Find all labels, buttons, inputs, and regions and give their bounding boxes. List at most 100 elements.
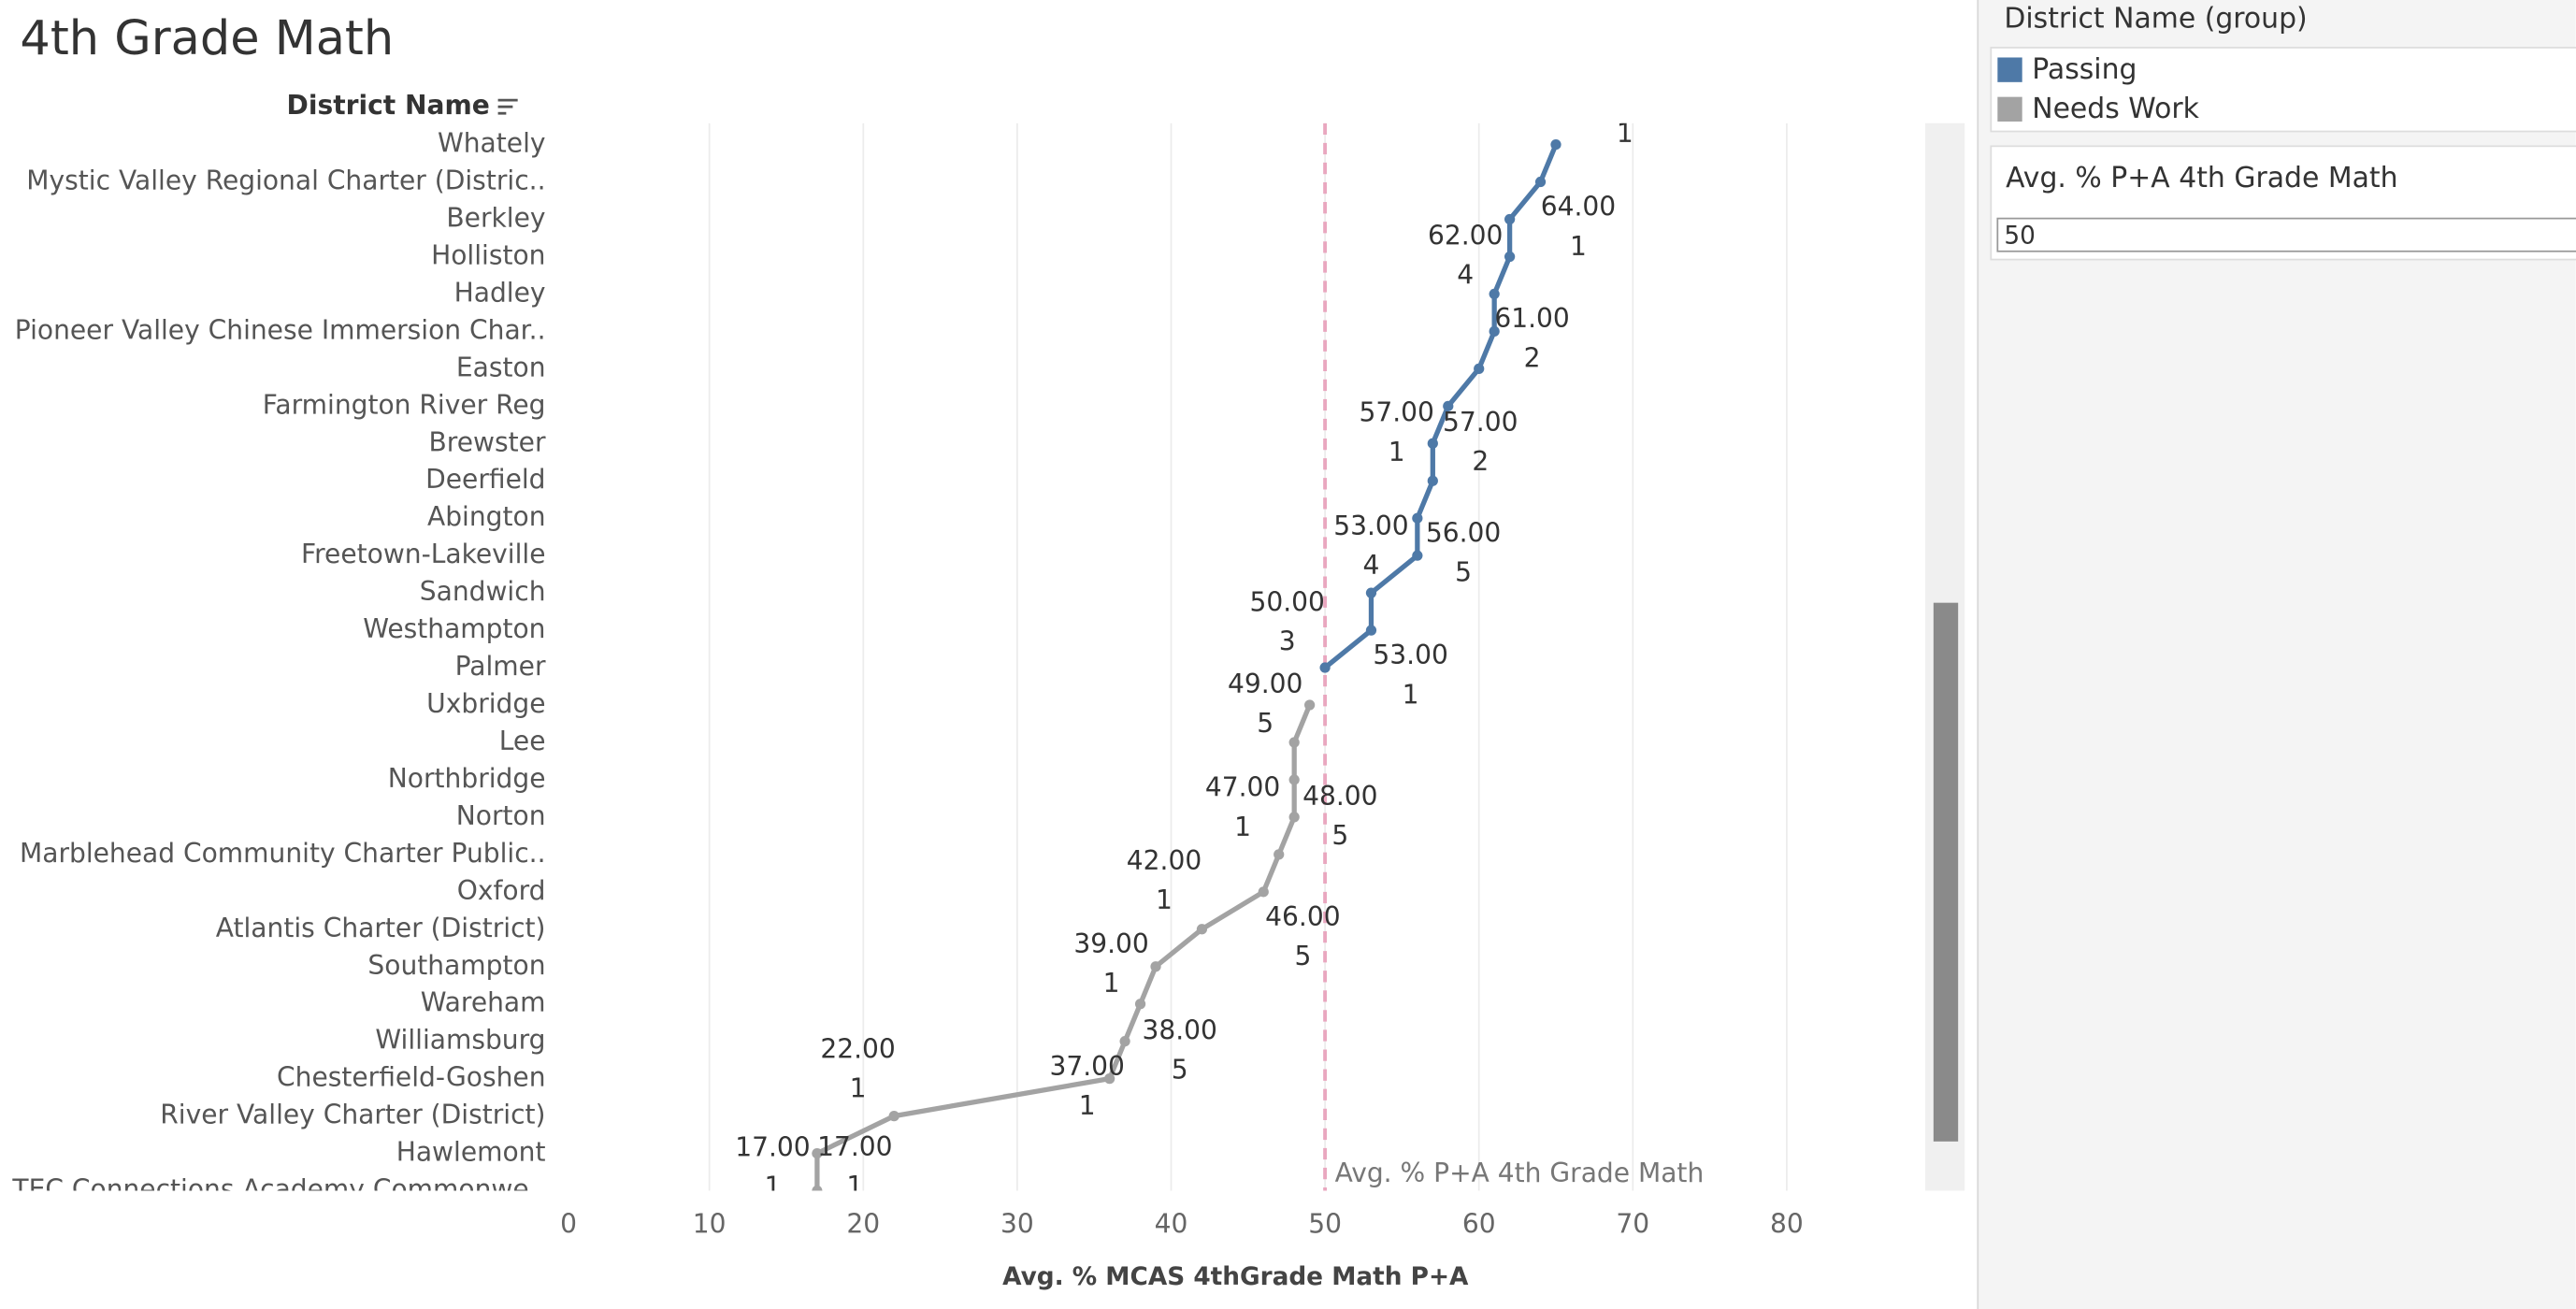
category-label: Atlantis Charter (District) <box>216 913 546 943</box>
count-label: 1 <box>850 1072 867 1103</box>
x-tick-label: 0 <box>560 1208 577 1239</box>
point <box>1274 849 1285 860</box>
value-label: 38.00 <box>1143 1015 1217 1046</box>
point <box>1504 213 1516 225</box>
point <box>1134 999 1146 1010</box>
x-axis: 0 10 20 30 40 50 60 70 80 <box>560 1208 1804 1239</box>
category-label: Freetown-Lakeville <box>301 539 546 569</box>
point <box>1196 924 1208 935</box>
point <box>1412 550 1423 561</box>
canvas <box>0 0 1978 1309</box>
value-label: 17.00 <box>817 1131 892 1162</box>
x-tick-label: 50 <box>1308 1208 1342 1239</box>
value-label: 46.00 <box>1265 901 1340 932</box>
category-label: Williamsburg <box>375 1025 545 1056</box>
point <box>1534 176 1547 188</box>
value-label: 49.00 <box>1228 669 1302 699</box>
category-label: Brewster <box>429 426 546 457</box>
legend-swatch <box>1997 57 2022 82</box>
category-label: Holliston <box>431 239 545 270</box>
count-label: 4 <box>1363 550 1380 581</box>
point <box>1258 886 1269 898</box>
category-label: Farmington River Reg <box>263 389 546 420</box>
point <box>1104 1073 1115 1085</box>
x-tick-label: 40 <box>1155 1208 1188 1239</box>
legend-label[interactable]: Passing <box>2032 53 2137 86</box>
category-label: Uxbridge <box>426 688 545 719</box>
point <box>1427 475 1438 486</box>
x-tick-label: 60 <box>1462 1208 1496 1239</box>
series-line <box>814 704 1313 1191</box>
point <box>1550 138 1561 151</box>
parameter-label: Avg. % P+A 4th Grade Math <box>2006 162 2397 194</box>
sort-icon[interactable] <box>497 98 518 115</box>
count-label: 5 <box>1294 941 1311 971</box>
point <box>1150 961 1161 972</box>
point <box>1304 699 1316 711</box>
category-label: Deerfield <box>425 464 545 495</box>
point <box>1365 587 1377 598</box>
count-label: 1 <box>1403 679 1419 710</box>
value-label: 56.00 <box>1426 517 1501 548</box>
count-label: 2 <box>1472 446 1489 477</box>
parameter-input[interactable] <box>1996 217 2576 252</box>
point <box>1288 774 1300 785</box>
count-label: 1 <box>1617 118 1633 149</box>
count-label: 3 <box>1279 626 1296 657</box>
point <box>1489 288 1500 300</box>
count-label: 1 <box>765 1171 782 1201</box>
category-label: Oxford <box>457 875 546 906</box>
y-header[interactable]: District Name <box>287 90 490 121</box>
category-label: Whately <box>438 128 546 159</box>
legend: Passing Needs Work <box>1997 53 2200 125</box>
category-label: Lee <box>499 726 546 756</box>
x-tick-label: 70 <box>1616 1208 1649 1239</box>
value-label: 48.00 <box>1302 781 1377 812</box>
value-label: 62.00 <box>1428 220 1503 251</box>
point <box>1319 662 1331 673</box>
value-label: 22.00 <box>820 1033 895 1064</box>
point <box>1288 737 1300 748</box>
value-label: 57.00 <box>1359 397 1433 428</box>
value-label: 17.00 <box>735 1131 810 1162</box>
count-label: 5 <box>1331 820 1348 851</box>
category-label: Easton <box>456 352 546 382</box>
x-tick-label: 80 <box>1770 1208 1804 1239</box>
count-label: 1 <box>1570 231 1587 262</box>
legend-label[interactable]: Needs Work <box>2032 93 2199 125</box>
count-label: 5 <box>1455 556 1472 587</box>
point <box>1504 251 1516 263</box>
value-label: 42.00 <box>1127 845 1202 876</box>
category-label: Abington <box>427 501 546 532</box>
x-tick-label: 20 <box>846 1208 880 1239</box>
x-tick-label: 30 <box>1000 1208 1034 1239</box>
count-label: 2 <box>1524 342 1541 373</box>
plot: Whately Mystic Valley Regional Charter (D… <box>11 118 1788 1201</box>
category-label: Hawlemont <box>396 1137 546 1168</box>
value-label: 50.00 <box>1249 587 1324 618</box>
point <box>1443 400 1454 411</box>
value-label: 53.00 <box>1333 511 1408 541</box>
category-label: Westhampton <box>363 613 545 644</box>
category-label: Pioneer Valley Chinese Immersion Char.. <box>15 314 546 345</box>
x-axis-title: Avg. % MCAS 4thGrade Math P+A <box>1002 1263 1469 1291</box>
value-label: 57.00 <box>1443 407 1518 438</box>
value-label: 39.00 <box>1073 928 1148 959</box>
value-label: 61.00 <box>1494 303 1569 334</box>
point <box>1412 512 1423 524</box>
category-label: Northbridge <box>388 763 546 794</box>
point <box>1489 325 1500 338</box>
value-label: 53.00 <box>1373 640 1447 670</box>
chart-title: 4th Grade Math <box>20 11 394 66</box>
scroll-thumb[interactable] <box>1933 602 1959 1142</box>
count-label: 1 <box>1389 437 1405 468</box>
point <box>812 1147 823 1159</box>
parameter-value[interactable]: 50 <box>2004 222 2036 250</box>
value-label: 47.00 <box>1205 772 1280 803</box>
category-label: Southampton <box>367 950 545 981</box>
category-label: Palmer <box>455 651 546 682</box>
count-label: 1 <box>846 1171 863 1201</box>
count-label: 1 <box>1234 812 1251 842</box>
